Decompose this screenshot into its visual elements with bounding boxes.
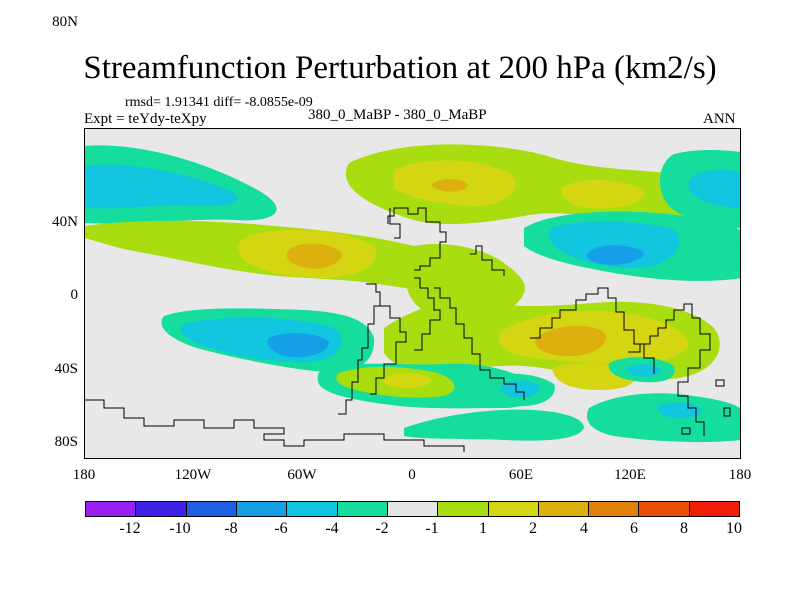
neg-contour-south-atlantic-core <box>500 380 540 398</box>
lon-tick-60e: 60E <box>508 467 534 483</box>
colorbar-box <box>287 502 338 516</box>
colorbar-label: -4 <box>325 520 339 537</box>
pos-contour-tropics-max <box>286 243 342 269</box>
coastline-south-america-east <box>370 305 407 395</box>
colorbar-label: 1 <box>479 520 487 537</box>
neg-contour-north-east-core <box>688 170 741 208</box>
coastline-north-america <box>387 207 447 271</box>
neg-contour-south-pacific <box>404 409 584 441</box>
colorbar-box <box>538 502 590 516</box>
lat-tick-40s: 40S <box>54 361 78 377</box>
neg-contour-south-far-east <box>586 393 741 443</box>
season-label: ANN <box>703 111 736 127</box>
pos-contour-north-east-core <box>561 179 645 209</box>
lon-tick-60w: 60W <box>287 467 317 483</box>
coastline-south-america <box>338 283 381 415</box>
coastline-central-america <box>414 277 441 351</box>
lat-tick-40n: 40N <box>52 214 78 230</box>
coastline-asia-south <box>530 287 655 374</box>
colorbar-label: 8 <box>680 520 688 537</box>
pos-contour-north-center-max <box>431 179 468 192</box>
case-label: 380_0_MaBP - 380_0_MaBP <box>308 107 487 123</box>
colorbar-label: -10 <box>169 520 191 537</box>
neg-contour-south-far-east-core <box>658 402 702 419</box>
colorbar-box <box>488 502 539 516</box>
lat-tick-80n: 80N <box>52 14 78 30</box>
colorbar-label: 10 <box>726 520 742 537</box>
colorbar-label: -12 <box>119 520 141 537</box>
colorbar-box <box>639 502 690 516</box>
lon-tick-120w: 120W <box>174 467 212 483</box>
colorbar-label: 2 <box>529 520 537 537</box>
pos-contour-atlantic <box>405 243 525 322</box>
neg-contour-south-indian-core <box>627 364 661 377</box>
colorbar-box <box>589 502 640 516</box>
map-plot-area <box>84 128 741 459</box>
lon-tick-180e: 180 <box>728 467 752 483</box>
colorbar-box <box>136 502 187 516</box>
colorbar-label: 4 <box>580 520 588 537</box>
neg-contour-north-west-core <box>84 164 238 209</box>
pos-contour-south-mid-core <box>382 372 432 388</box>
lat-tick-eq: 0 <box>70 287 79 303</box>
colorbar-box <box>337 502 388 516</box>
coastline-africa <box>434 287 525 400</box>
coastline-islands-east <box>681 379 731 435</box>
colorbar-label: -1 <box>425 520 439 537</box>
colorbar-box <box>387 502 439 516</box>
experiment-label: Expt = teYdy-teXpy <box>84 111 207 127</box>
colorbar-label: -2 <box>375 520 389 537</box>
neg-contour-tropics-east-max <box>586 245 644 265</box>
neg-contour-south-west-max <box>267 333 329 358</box>
colorbar-box <box>236 502 288 516</box>
colorbar-label: -8 <box>224 520 238 537</box>
coastline-africa-north <box>470 245 505 276</box>
streamfunction-contour-map <box>84 128 741 459</box>
colorbar-box <box>689 502 740 516</box>
neg-contour-tropics-east-core <box>548 221 680 269</box>
pos-contour-south-east-max <box>535 325 606 356</box>
rmsd-diff-stats: rmsd= 1.91341 diff= -8.0855e-09 <box>125 95 313 110</box>
colorbar-box <box>186 502 237 516</box>
coastline-antarctica <box>84 399 465 452</box>
colorbar-box <box>438 502 489 516</box>
colorbar <box>85 501 740 517</box>
lat-tick-80s: 80S <box>54 434 78 450</box>
colorbar-box <box>86 502 137 516</box>
plot-title: Streamfunction Perturbation at 200 hPa (… <box>83 50 717 86</box>
coastline-greenland <box>389 208 401 239</box>
coastline-outlines <box>84 207 731 452</box>
colorbar-label: -6 <box>274 520 288 537</box>
lon-tick-180w: 180 <box>72 467 96 483</box>
coastline-australia <box>628 303 711 436</box>
lon-tick-120e: 120E <box>614 467 646 483</box>
colorbar-label: 6 <box>630 520 638 537</box>
lon-tick-0: 0 <box>408 467 416 483</box>
